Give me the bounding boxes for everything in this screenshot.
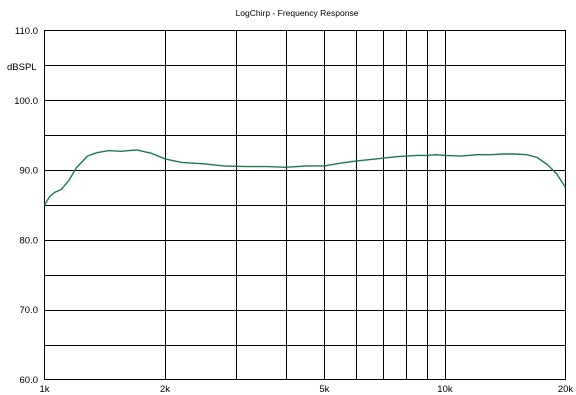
x-tick-label: 10k xyxy=(437,384,453,395)
y-axis-label: dBSPL xyxy=(7,62,37,73)
x-tick-label: 1k xyxy=(39,384,49,395)
y-tick-label: 70.0 xyxy=(20,305,39,316)
axis-ticks: 1k 2k 5k 10k 20k 60.0 70.0 80.0 90.0 100.0 110.0 xyxy=(14,26,573,395)
x-tick-label: 20k xyxy=(558,384,574,395)
grid xyxy=(44,30,566,380)
x-tick-label: 2k xyxy=(160,384,170,395)
x-tick-label: 5k xyxy=(319,384,329,395)
y-tick-label: 100.0 xyxy=(14,96,38,107)
chart-title: LogChirp - Frequency Response xyxy=(236,8,359,18)
y-tick-label: 60.0 xyxy=(20,375,39,386)
y-tick-label: 80.0 xyxy=(20,235,39,246)
y-tick-label: 90.0 xyxy=(20,166,39,177)
series-layer xyxy=(43,149,567,206)
y-tick-label: 110.0 xyxy=(15,26,38,37)
frequency-response-line xyxy=(43,149,567,206)
